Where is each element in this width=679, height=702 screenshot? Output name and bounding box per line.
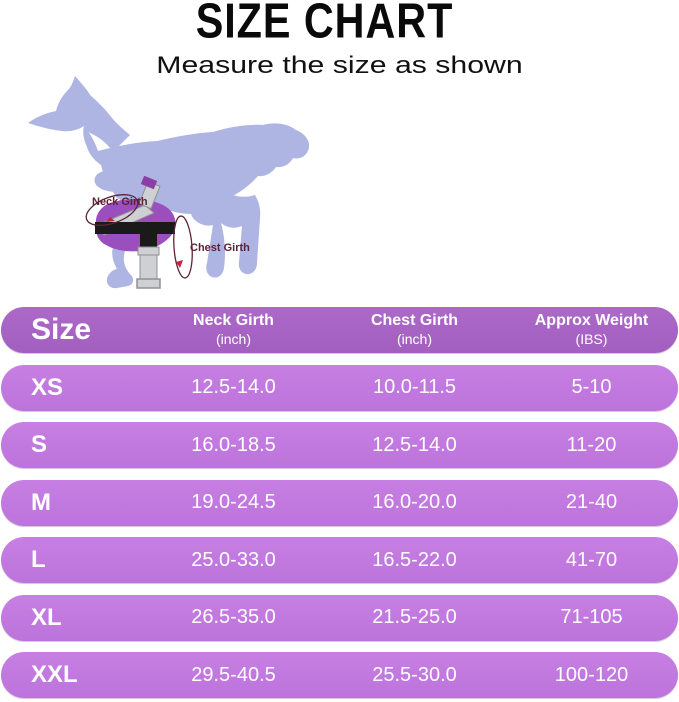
svg-text:Neck Girth: Neck Girth xyxy=(92,196,148,208)
svg-text:Chest Girth: Chest Girth xyxy=(190,242,250,254)
